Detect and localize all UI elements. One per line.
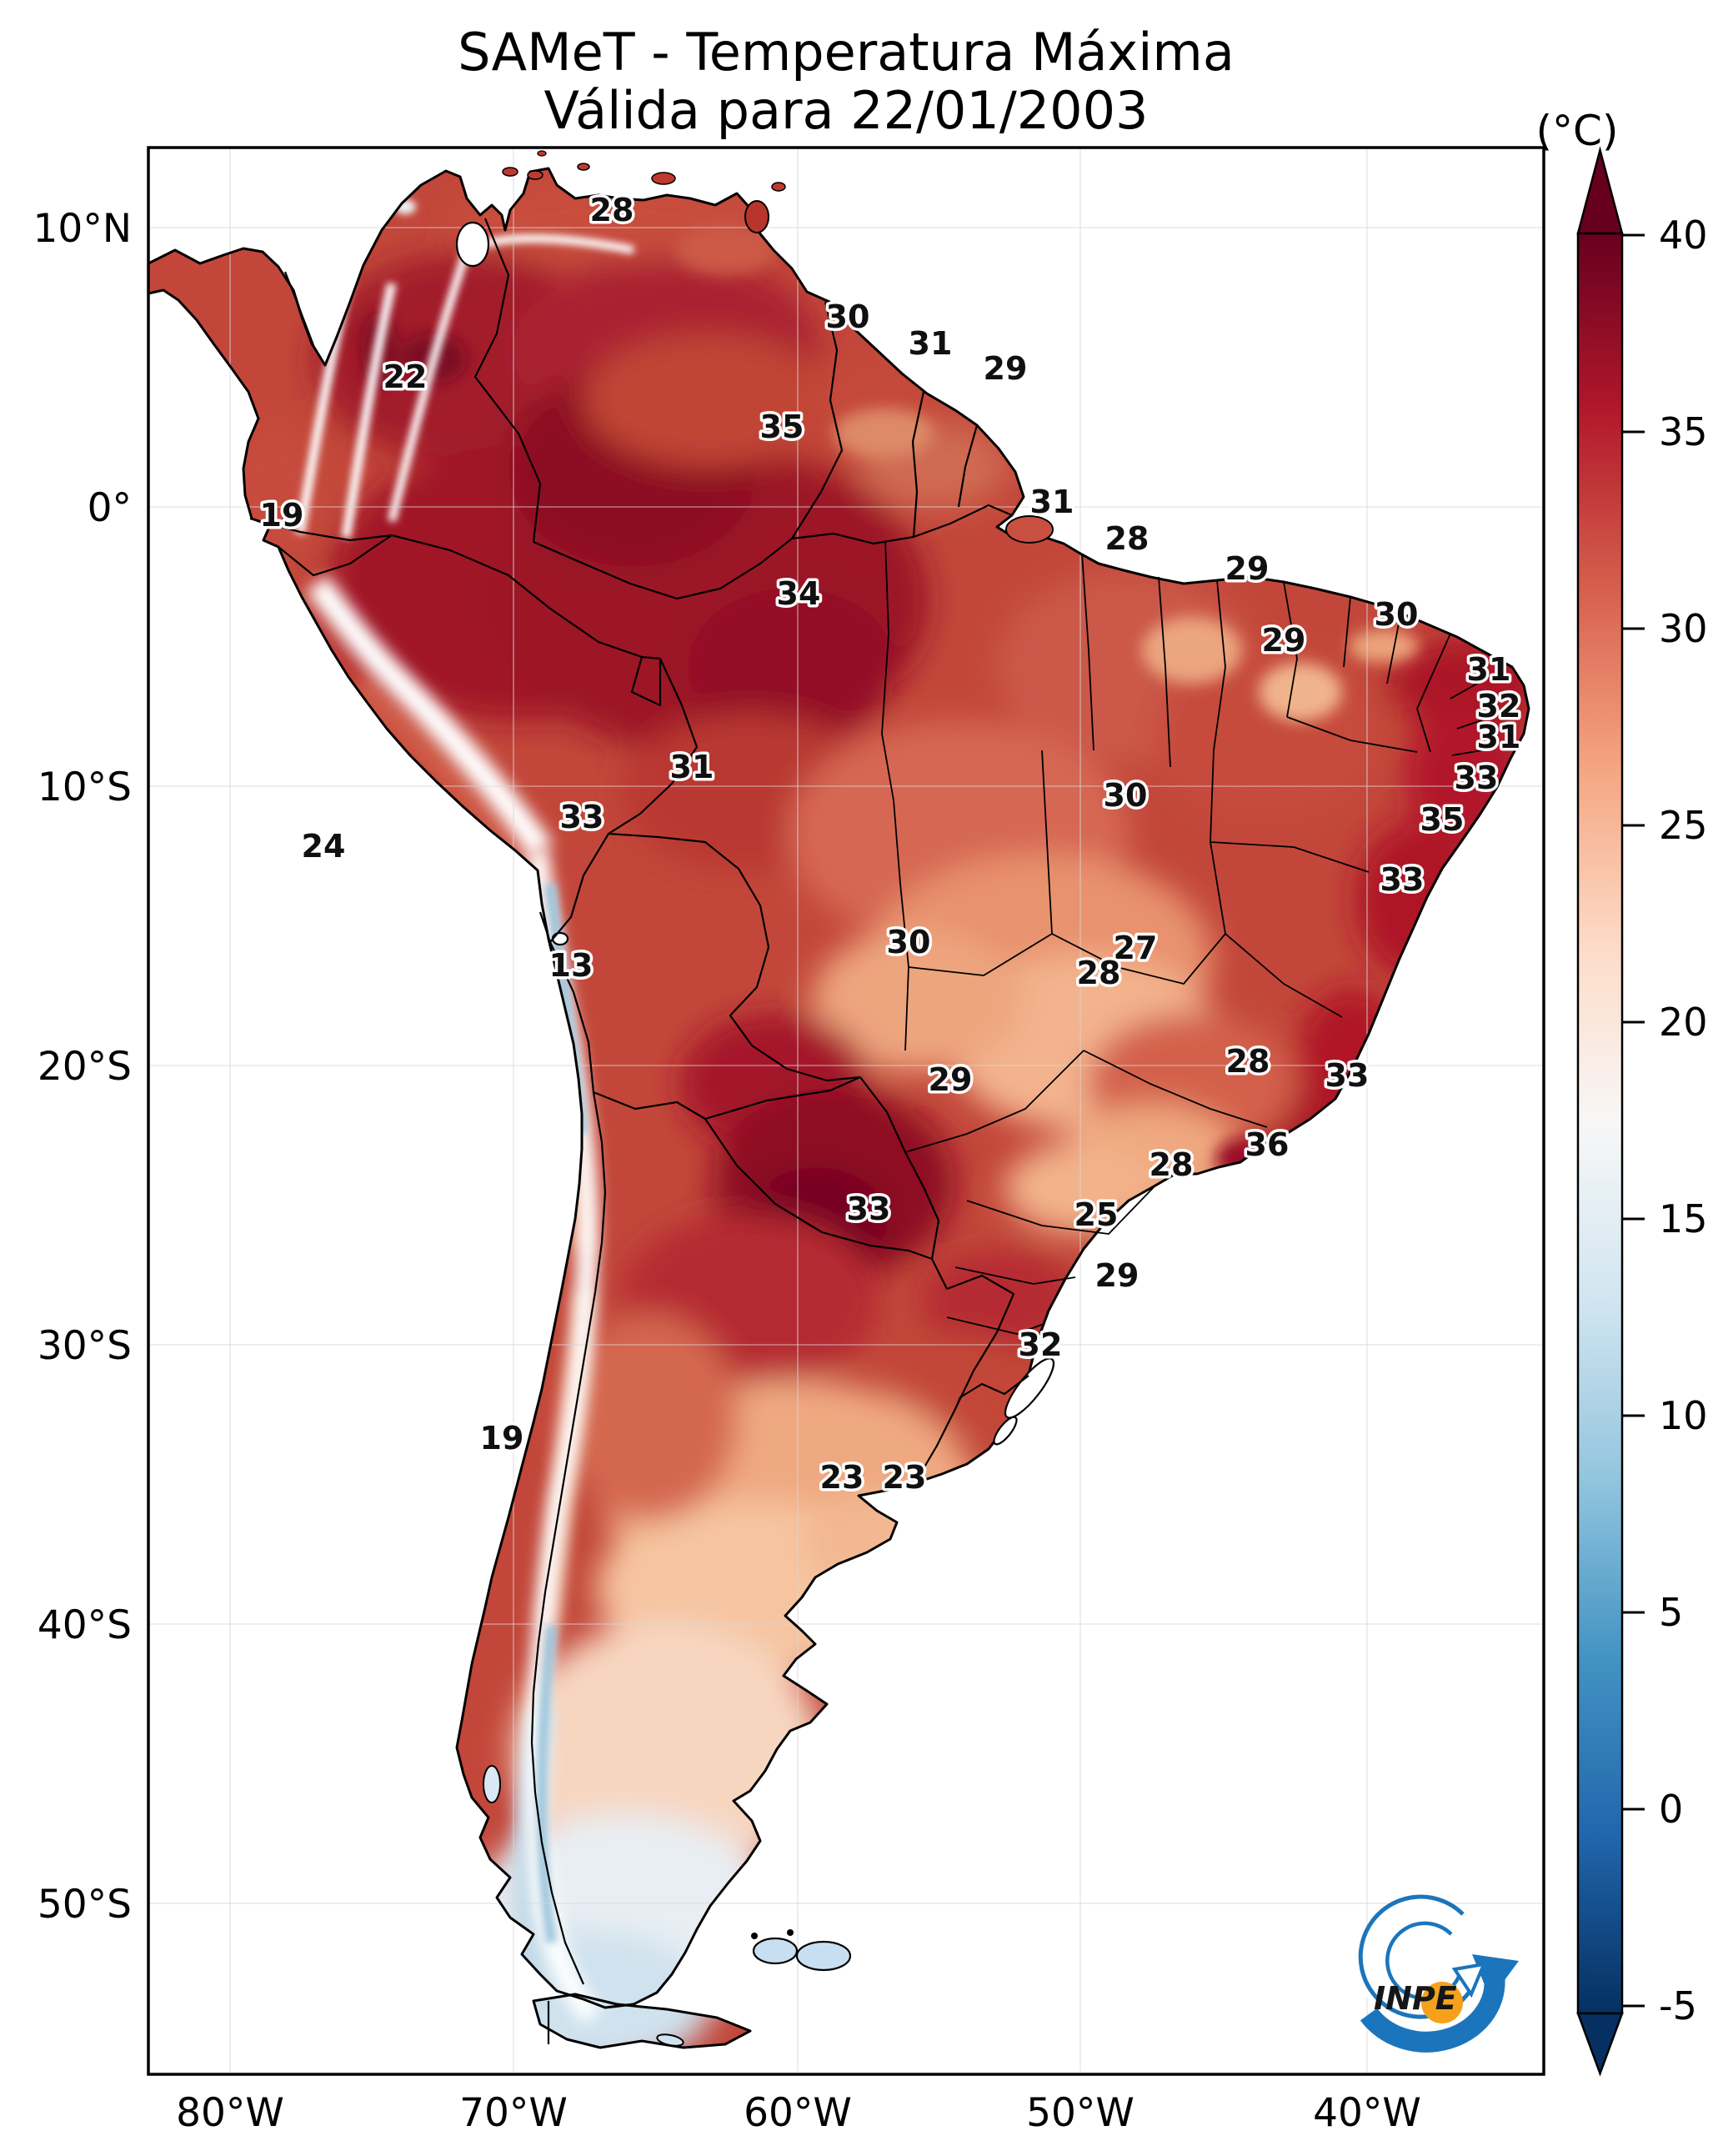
colorbar-tick-label: 20 <box>1659 1000 1708 1045</box>
temp-label: 29 <box>984 350 1028 387</box>
temp-label: 31 <box>909 325 953 362</box>
temp-label: 36 <box>1245 1126 1290 1163</box>
graticule <box>148 148 1544 2074</box>
inpe-logo: INPE <box>1355 1894 1519 2053</box>
country-borders <box>249 218 1029 2044</box>
lagoa-mirim <box>993 1416 1018 1446</box>
temp-label: 35 <box>760 409 804 445</box>
lon-tick-label: 50°W <box>1026 2090 1134 2136</box>
colorbar-tick-label: 30 <box>1659 606 1708 651</box>
lat-tick-label: 20°S <box>38 1044 132 1090</box>
temp-label: 19 <box>260 497 304 534</box>
temp-label: 31 <box>1477 719 1521 755</box>
lat-tick-label: 30°S <box>38 1323 132 1369</box>
temperature-field-blobs <box>225 181 1529 2048</box>
latitude-labels: 10°N 0° 10°S 20°S 30°S 40°S 50°S <box>33 206 132 1928</box>
lon-tick-label: 70°W <box>459 2090 568 2136</box>
temp-label: 27 <box>1114 930 1158 966</box>
temp-label: 33 <box>1325 1057 1370 1094</box>
temp-label: 33 <box>1455 760 1499 796</box>
colorbar-arrow-top <box>1576 146 1624 235</box>
colorbar-tick-label: 15 <box>1659 1196 1708 1241</box>
temp-label: 13 <box>549 947 594 984</box>
map-title: SAMeT - Temperatura Máxima <box>458 22 1235 83</box>
south-america-land <box>148 168 1529 2048</box>
colorbar-tick-label: 5 <box>1659 1590 1683 1635</box>
coastlines <box>148 150 1530 2049</box>
plot-border <box>147 146 1545 2076</box>
logo-down-arrow <box>1451 1962 1487 1998</box>
colorbar-tick-label: 10 <box>1659 1393 1708 1438</box>
logo-text: INPE <box>1374 1980 1457 2017</box>
temp-label: 32 <box>1477 688 1521 725</box>
mainland-coast <box>148 167 1530 2009</box>
colorbar-body <box>1576 232 1624 2015</box>
lat-tick-label: 0° <box>88 485 132 531</box>
brazil-state-borders <box>881 539 1501 1335</box>
temp-label: 30 <box>1104 777 1148 814</box>
lake-maracaibo <box>455 221 490 268</box>
temp-label: 23 <box>883 1459 927 1496</box>
lake-titicaca <box>551 931 569 946</box>
map-subtitle: Válida para 22/01/2003 <box>544 80 1149 141</box>
islands-south <box>483 515 1054 2047</box>
temp-label: 19 <box>480 1420 524 1457</box>
colorbar-tick-label: 0 <box>1659 1787 1683 1832</box>
temp-label: 29 <box>1225 550 1270 587</box>
temp-label: 25 <box>1074 1196 1119 1233</box>
temp-label: 31 <box>1030 484 1074 520</box>
logo-swoosh <box>1360 1978 1505 2053</box>
temp-label: 24 <box>302 828 346 865</box>
temp-label: 31 <box>670 749 714 785</box>
temp-label: 28 <box>1105 520 1150 557</box>
temp-label: 28 <box>1077 955 1121 991</box>
colorbar-unit: (°C) <box>1536 107 1619 155</box>
temp-label: 23 <box>820 1459 864 1496</box>
temp-label: 30 <box>887 924 931 960</box>
temp-label: 29 <box>1262 622 1306 659</box>
colorbar-arrow-bottom <box>1576 2012 1624 2077</box>
tierra-del-fuego <box>532 1993 752 2049</box>
temp-label: 22 <box>383 358 428 395</box>
temp-label: 30 <box>826 298 870 335</box>
temp-label: 30 <box>1375 596 1419 633</box>
colorbar-tick-label: 25 <box>1659 803 1708 848</box>
lat-tick-label: 10°S <box>38 765 132 810</box>
caribbean-islands <box>502 150 786 233</box>
logo-orange-dot <box>1421 1982 1463 2023</box>
lon-tick-label: 40°W <box>1313 2090 1421 2136</box>
temp-label: 33 <box>847 1191 891 1227</box>
temp-label: 29 <box>1095 1257 1139 1294</box>
colorbar: (°C) 40 35 30 25 20 15 10 5 0 -5 <box>1536 107 1708 2077</box>
lon-tick-label: 60°W <box>744 2090 852 2136</box>
temp-label: 33 <box>1380 861 1425 898</box>
lat-tick-label: 40°S <box>38 1602 132 1648</box>
lat-tick-label: 50°S <box>38 1882 132 1928</box>
temp-label: 31 <box>1467 651 1511 688</box>
temp-label: 28 <box>590 192 634 228</box>
temp-label: 33 <box>560 799 604 835</box>
lon-tick-label: 80°W <box>176 2090 284 2136</box>
temp-label: 28 <box>1150 1146 1194 1183</box>
temp-label: 29 <box>929 1061 973 1098</box>
falkland-islands <box>751 1929 852 1972</box>
colorbar-ticks: 40 35 30 25 20 15 10 5 0 -5 <box>1622 213 1708 2028</box>
lat-tick-label: 10°N <box>33 206 132 252</box>
temp-label: 34 <box>777 575 821 612</box>
temp-label: 28 <box>1226 1043 1270 1080</box>
temp-label: 32 <box>1019 1326 1063 1363</box>
colorbar-tick-label: 40 <box>1659 213 1708 258</box>
temp-label: 35 <box>1420 801 1465 838</box>
lakes <box>455 221 1055 1446</box>
longitude-labels: 80°W 70°W 60°W 50°W 40°W <box>176 2090 1421 2136</box>
colorbar-tick-label: 35 <box>1659 409 1708 454</box>
colorbar-tick-label: -5 <box>1659 1983 1697 2028</box>
